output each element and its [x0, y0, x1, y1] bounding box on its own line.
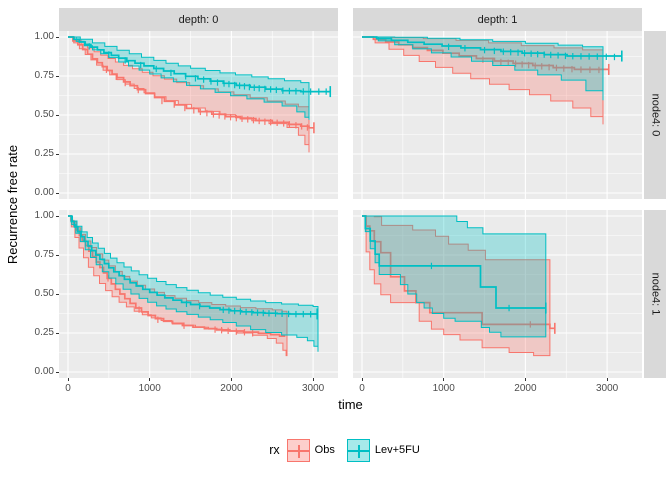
x-tick-label: 1000 — [138, 383, 161, 394]
x-tick-mark — [149, 378, 151, 381]
x-tick-label: 3000 — [595, 383, 619, 394]
y-tick-mark — [56, 114, 59, 116]
facet-strip-label: depth: 0 — [178, 13, 219, 26]
y-tick-mark — [56, 215, 59, 217]
y-tick-label: 0.25 — [34, 148, 54, 159]
y-tick-mark — [56, 36, 59, 38]
facet-strip-label: node4: 1 — [649, 272, 662, 316]
x-tick-mark — [361, 378, 363, 381]
x-tick-mark — [67, 378, 69, 381]
y-axis-title-wrap: Recurrence free rate — [0, 31, 26, 378]
survival-curve-Obs — [362, 36, 609, 71]
x-tick-label: 1000 — [432, 383, 455, 394]
y-tick-label: 0.00 — [34, 187, 54, 198]
x-tick-mark — [606, 378, 608, 381]
facet-strip-label: depth: 1 — [477, 13, 518, 26]
panel-svg-3 — [353, 210, 642, 378]
facet-strip-node4-1: node4: 1 — [644, 210, 666, 378]
y-tick-label: 0.00 — [34, 366, 54, 377]
y-tick-label: 0.75 — [34, 70, 54, 81]
confidence-ribbon-Obs — [362, 36, 604, 125]
y-tick-label: 0.25 — [34, 327, 54, 338]
confidence-ribbon-Obs — [68, 215, 288, 357]
panel-svg-1 — [353, 31, 642, 199]
x-tick-label: 3000 — [301, 383, 325, 394]
y-tick-mark — [56, 332, 59, 334]
legend-label-obs: Obs — [314, 444, 335, 456]
y-tick-label: 1.00 — [34, 31, 54, 42]
facet-strip-depth-1: depth: 1 — [353, 8, 642, 31]
x-tick-mark — [524, 378, 526, 381]
legend-key-lev5fu-icon — [346, 438, 370, 462]
y-tick-mark — [56, 75, 59, 77]
y-tick-mark — [56, 293, 59, 295]
confidence-ribbon-Obs — [362, 215, 551, 357]
y-axis-title: Recurrence free rate — [5, 144, 21, 265]
x-tick-mark — [230, 378, 232, 381]
y-tick-mark — [56, 192, 59, 194]
survival-curve-Obs — [68, 36, 314, 129]
censor-tick-glyph — [358, 444, 361, 458]
x-tick-mark — [443, 378, 445, 381]
y-tick-mark — [56, 153, 59, 155]
censor-tick-glyph — [298, 444, 301, 458]
x-tick-label: 0 — [65, 383, 71, 394]
confidence-ribbon-Lev+5FU — [68, 36, 310, 120]
x-axis-title: time — [338, 397, 363, 412]
y-tick-label: 1.00 — [34, 210, 54, 221]
facet-strip-node4-0: node4: 0 — [644, 31, 666, 199]
x-tick-label: 2000 — [220, 383, 243, 394]
survival-curve-Lev+5FU — [68, 36, 331, 93]
facet-strip-depth-0: depth: 0 — [59, 8, 338, 31]
x-tick-label: 2000 — [514, 383, 537, 394]
x-tick-mark — [312, 378, 314, 381]
y-tick-label: 0.50 — [34, 109, 54, 120]
y-tick-label: 0.50 — [34, 288, 54, 299]
y-tick-label: 0.75 — [34, 249, 54, 260]
confidence-ribbon-Lev+5FU — [68, 215, 319, 352]
legend: rx Obs Lev+5FU — [59, 436, 642, 464]
legend-title: rx — [269, 443, 280, 457]
y-tick-mark — [56, 371, 59, 373]
facet-strip-label: node4: 0 — [649, 93, 662, 137]
legend-key-obs-icon — [286, 438, 310, 462]
survival-curve-Lev+5FU — [68, 215, 318, 315]
y-tick-mark — [56, 254, 59, 256]
panel-svg-0 — [59, 31, 338, 199]
confidence-ribbon-Lev+5FU — [362, 215, 547, 338]
survival-curve-Lev+5FU — [362, 215, 546, 309]
panel-svg-2 — [59, 210, 338, 378]
legend-label-lev5fu: Lev+5FU — [374, 444, 420, 456]
x-tick-label: 0 — [359, 383, 365, 394]
